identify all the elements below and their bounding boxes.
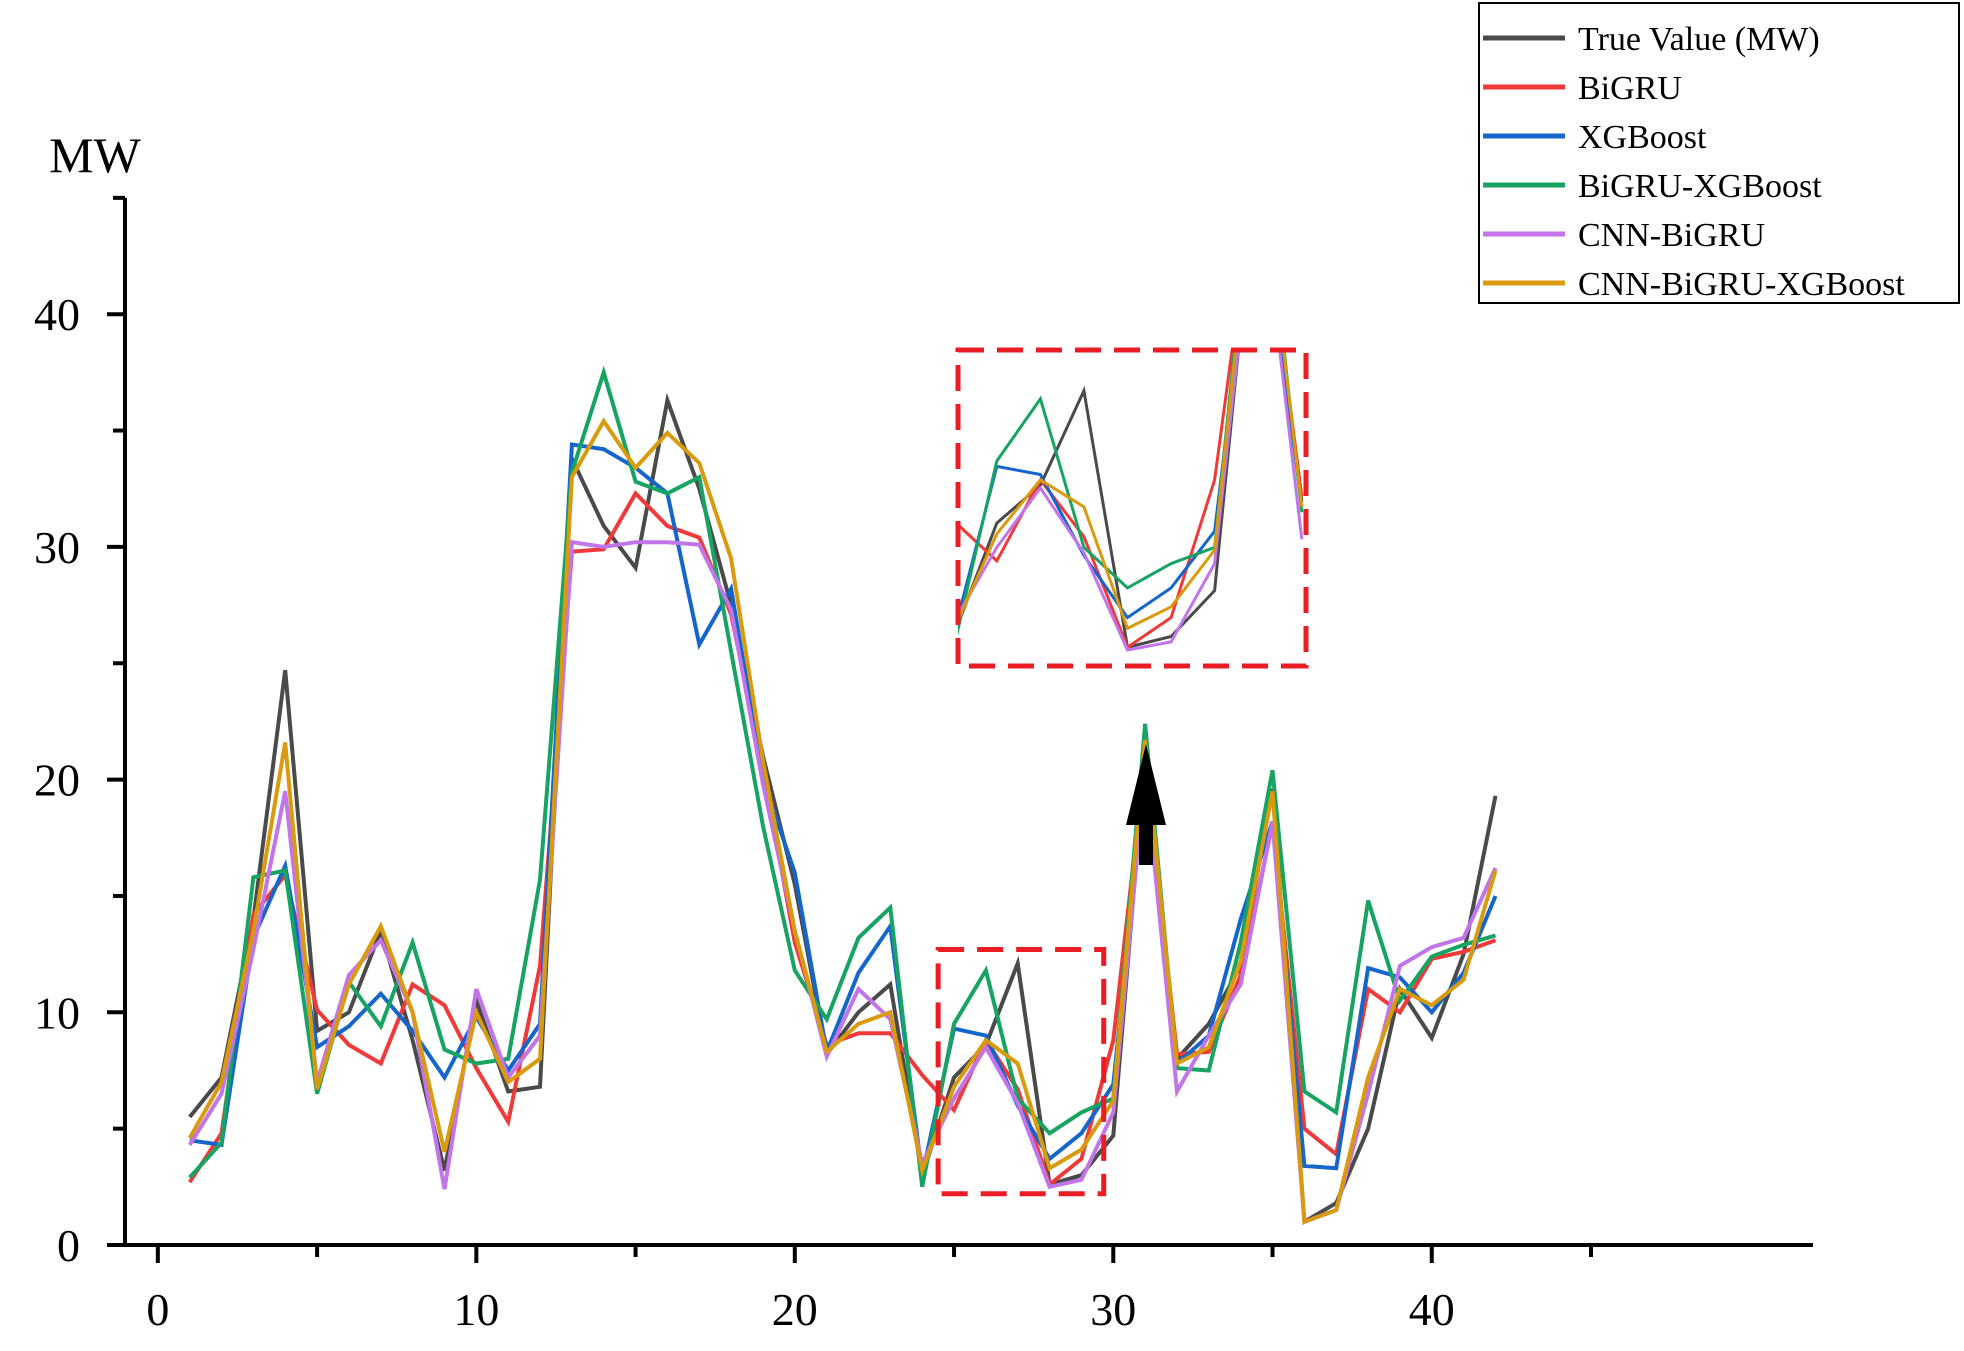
inset-line-cnn-bigru — [958, 350, 1304, 652]
series-line-bigru — [188, 490, 1497, 1188]
y-tick-label: 10 — [34, 987, 80, 1038]
arrow-up — [1126, 744, 1166, 865]
inset-line-true-value-mw — [958, 350, 1304, 650]
x-tick-label: 20 — [772, 1284, 818, 1335]
legend-label: XGBoost — [1578, 119, 1707, 156]
x-tick-label: 40 — [1409, 1284, 1455, 1335]
legend-box — [1478, 2, 1960, 304]
y-tick-label: 30 — [34, 522, 80, 573]
arrow-shaft — [1139, 815, 1153, 865]
legend-label: BiGRU — [1578, 70, 1682, 107]
legend-label: True Value (MW) — [1578, 21, 1820, 58]
highlight-layer — [935, 744, 1166, 1197]
inset-line-xgboost — [958, 350, 1304, 624]
inset-line-bigru-xgboost — [958, 350, 1304, 636]
series-line-cnn-bigru-xgboost — [187, 417, 1498, 1225]
legend-label: BiGRU-XGBoost — [1578, 168, 1822, 205]
series-line-bigru-xgboost — [188, 365, 1497, 1188]
inset-line-bigru — [958, 350, 1304, 650]
highlight-box — [935, 946, 1107, 1197]
y-tick-label: 20 — [34, 755, 80, 806]
inset-line-cnn-bigru-xgboost — [958, 350, 1304, 631]
legend: True Value (MW) BiGRU XGBoost BiGRU-XGBoost… — [1478, 2, 1960, 304]
arrow-head — [1126, 744, 1166, 825]
x-tick-label: 10 — [453, 1284, 499, 1335]
x-tick-label: 30 — [1090, 1284, 1136, 1335]
series-layer — [187, 365, 1498, 1226]
y-axis-title: MW — [49, 127, 141, 183]
x-tick-label: 0 — [146, 1284, 169, 1335]
legend-label: CNN-BiGRU-XGBoost — [1578, 266, 1905, 303]
y-tick-label: 40 — [34, 289, 80, 340]
zoom-inset — [955, 347, 1309, 669]
inset-frame — [955, 347, 1309, 669]
inset-series — [958, 350, 1304, 652]
axes: 0 10 20 30 40 0 10 20 30 40 MW — [34, 127, 1813, 1335]
y-tick-label: 0 — [57, 1220, 80, 1271]
legend-label: CNN-BiGRU — [1578, 217, 1765, 254]
